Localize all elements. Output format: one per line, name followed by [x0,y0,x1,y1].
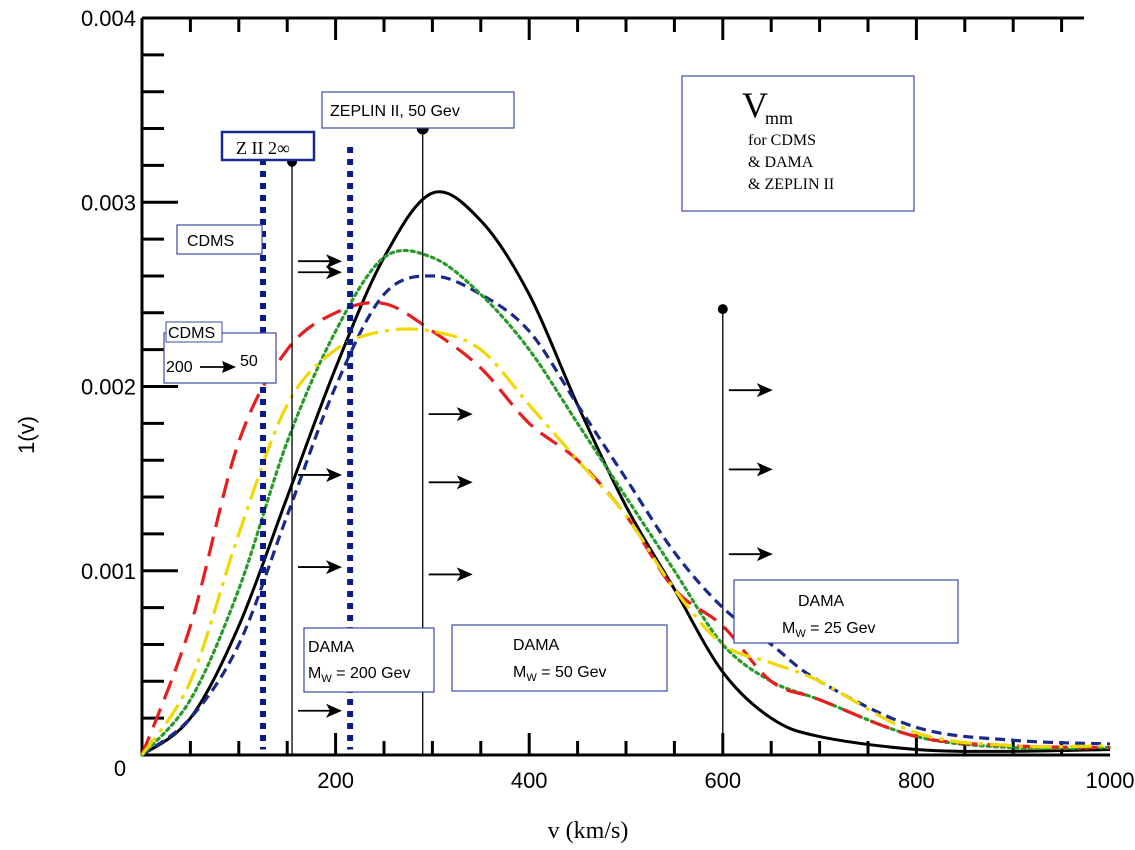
dama200-value: = 200 Gev [332,665,411,682]
dama50-value: = 50 Gev [537,664,607,681]
y-tick-label: 0.003 [81,190,136,215]
cdms-annotation: CDMS [176,224,263,255]
zeplin-label: ZEPLIN II, 50 Gev [330,103,460,120]
arrow-head-icon [756,547,773,562]
x-tick-label: 200 [317,768,354,793]
dama50-m: M [513,664,526,681]
dama200-mass: MW = 200 Gev [308,665,410,685]
annotations: ZEPLIN II, 50 Gev Z II 2∞ CDMS CDMS 200 … [163,75,959,693]
dama50-mass: MW = 50 Gev [513,664,607,684]
arrow-head-icon [456,407,473,422]
cdms-range-annotation: CDMS 200 50 [163,321,277,384]
y-tick-label: 0.004 [81,6,136,31]
dama200-sub: W [321,673,332,685]
vmm-symbol: V [742,85,768,125]
series-line-long-dash [140,301,1111,756]
series-line-dash-dot [140,327,1111,756]
x-axis-label: v (km/s) [548,818,629,844]
dama50-annotation: DAMA MW = 50 Gev [451,624,668,692]
z2-label: Z II 2∞ [236,138,290,158]
dama25-title: DAMA [798,593,845,610]
series-line-dotted [140,248,1112,757]
vmm-line-zeplin: & ZEPLIN II [748,176,834,193]
curves [140,190,1112,757]
x-tick-label: 1000 [1086,768,1135,793]
zeplin-annotation: ZEPLIN II, 50 Gev [321,91,515,129]
cdms-range-arrowhead-icon [222,361,236,373]
arrow-head-icon [326,254,343,269]
vmm-line-cdms: for CDMS [748,132,816,149]
dama50-title: DAMA [513,637,560,654]
arrow-head-icon [756,462,773,477]
axis-labels: v (km/s) 1(v) [14,416,628,844]
dama200-annotation: DAMA MW = 200 Gev [303,627,435,693]
series-line-solid [141,190,1111,757]
cdms-range-from: 200 [166,359,193,376]
arrow-head-icon [756,383,773,398]
y-tick-label: 0.002 [81,375,136,400]
arrow-head-icon [326,265,343,280]
dama50-sub: W [526,672,537,684]
dama25-value: = 25 Gev [806,620,876,637]
vmm-line-dama: & DAMA [748,154,814,171]
dama200-title: DAMA [308,639,355,656]
dama25-annotation: DAMA MW = 25 Gev [733,579,959,644]
x-tick-label: 400 [511,768,548,793]
x-tick-label: 600 [704,768,741,793]
axes: 0 200 400 600 800 1000 0.001 0.002 0.003 0.004 [81,6,1135,793]
x-tick-label: 0 [114,756,126,781]
arrow-head-icon [326,560,343,575]
vmm-subscript: mm [765,108,793,128]
cdms-label: CDMS [187,233,234,250]
arrow-head-icon [326,467,343,482]
arrow-head-icon [326,703,343,718]
cdms-range-to: 50 [240,353,258,370]
dama25-sub: W [795,628,806,640]
arrow-head-icon [456,567,473,582]
z2-annotation: Z II 2∞ [220,130,316,162]
dama25-m: M [782,620,795,637]
y-axis-label: 1(v) [14,416,39,454]
cdms-range-title: CDMS [168,325,215,342]
arrow-head-icon [456,475,473,490]
vmin-marker [717,304,728,315]
x-tick-label: 800 [898,768,935,793]
dama200-m: M [308,665,321,682]
vmm-annotation: V mm for CDMS & DAMA & ZEPLIN II [681,75,915,212]
y-tick-label: 0.001 [81,559,136,584]
dama25-mass: MW = 25 Gev [782,620,876,640]
